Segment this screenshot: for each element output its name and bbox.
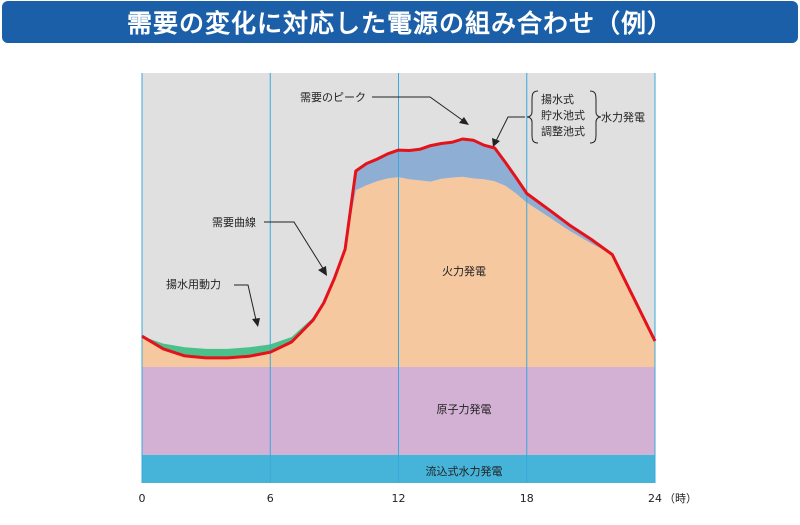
- hydro-group-label: 水力発電: [601, 110, 645, 124]
- reservoir-label: 貯水池式: [541, 109, 585, 122]
- pumped-storage-label: 揚水式: [541, 93, 574, 106]
- demand-curve-leader: [264, 221, 325, 271]
- right-brace: [589, 90, 602, 144]
- demand-peak-label: 需要のピーク: [300, 91, 366, 104]
- demand-curve-label: 需要曲線: [212, 215, 256, 229]
- x-axis-ticks: 0 6 12 18 24: [139, 492, 663, 505]
- demand-curve-arrowhead: [318, 266, 327, 276]
- demand-peak-leader: [372, 96, 466, 123]
- nuclear-label: 原子力発電: [437, 402, 492, 416]
- x-axis-unit: （時）: [664, 492, 697, 505]
- thermal-label: 火力発電: [442, 264, 486, 278]
- title-banner: 需要の変化に対応した電源の組み合わせ（例）: [2, 1, 798, 43]
- demand-peak-arrowhead: [459, 117, 469, 125]
- x-tick-label: 6: [267, 492, 274, 505]
- x-tick-label: 18: [520, 492, 534, 505]
- hour-gridlines: [141, 73, 656, 483]
- chart-title: 需要の変化に対応した電源の組み合わせ（例）: [126, 9, 673, 38]
- pumping-power-arrowhead: [252, 318, 260, 327]
- pondage-label: 調整池式: [541, 124, 585, 138]
- run-of-river-label: 流込式水力発電: [426, 464, 503, 478]
- pumping-power-leader: [234, 284, 257, 321]
- x-tick-label: 12: [392, 492, 406, 505]
- peak-hydro-arrowhead: [492, 138, 500, 147]
- x-tick-label: 24: [648, 492, 662, 505]
- x-tick-label: 0: [139, 492, 146, 505]
- pumping-power-label: 揚水用動力: [166, 277, 221, 291]
- left-brace: [526, 90, 539, 144]
- demand-curve-line: [141, 137, 657, 360]
- peak-hydro-leader: [495, 116, 525, 142]
